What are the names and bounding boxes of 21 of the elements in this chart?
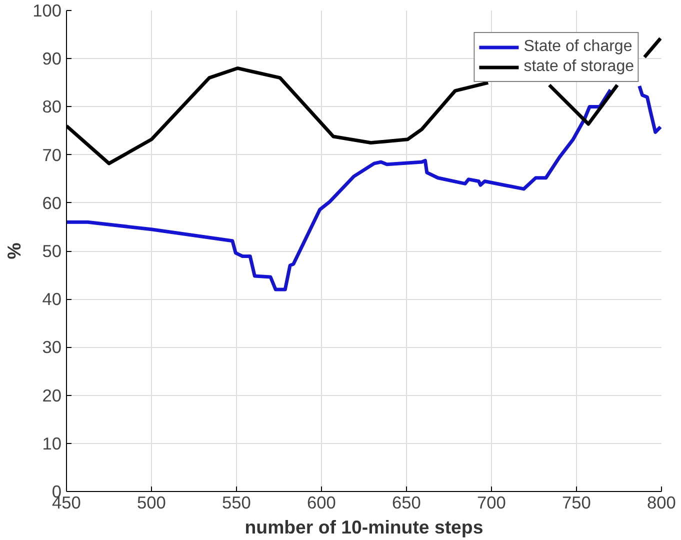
y-tick-label: 100 — [32, 0, 62, 20]
y-tick-label: 40 — [42, 289, 62, 310]
x-tick-label: 800 — [647, 492, 676, 512]
x-tick-label: 600 — [307, 492, 336, 512]
y-tick-label: 70 — [42, 144, 62, 165]
x-tick-label: 500 — [137, 492, 166, 512]
x-tick-label: 750 — [562, 492, 591, 512]
x-tick-label: 550 — [222, 492, 251, 512]
x-axis-title: number of 10-minute steps — [244, 516, 484, 538]
y-tick-label: 80 — [42, 96, 62, 117]
y-tick-label: 60 — [42, 192, 62, 213]
legend-label: state of storage — [524, 58, 634, 76]
x-tick-label: 650 — [392, 492, 421, 512]
y-tick-label: 10 — [42, 433, 62, 454]
x-tick-label: 700 — [477, 492, 506, 512]
y-axis-title: % — [4, 242, 25, 260]
y-tick-label: 50 — [42, 241, 62, 261]
legend-label: State of charge — [524, 38, 632, 56]
y-tick-label: 20 — [42, 385, 62, 406]
y-tick-label: 90 — [42, 48, 62, 69]
y-tick-label: 30 — [42, 337, 62, 358]
